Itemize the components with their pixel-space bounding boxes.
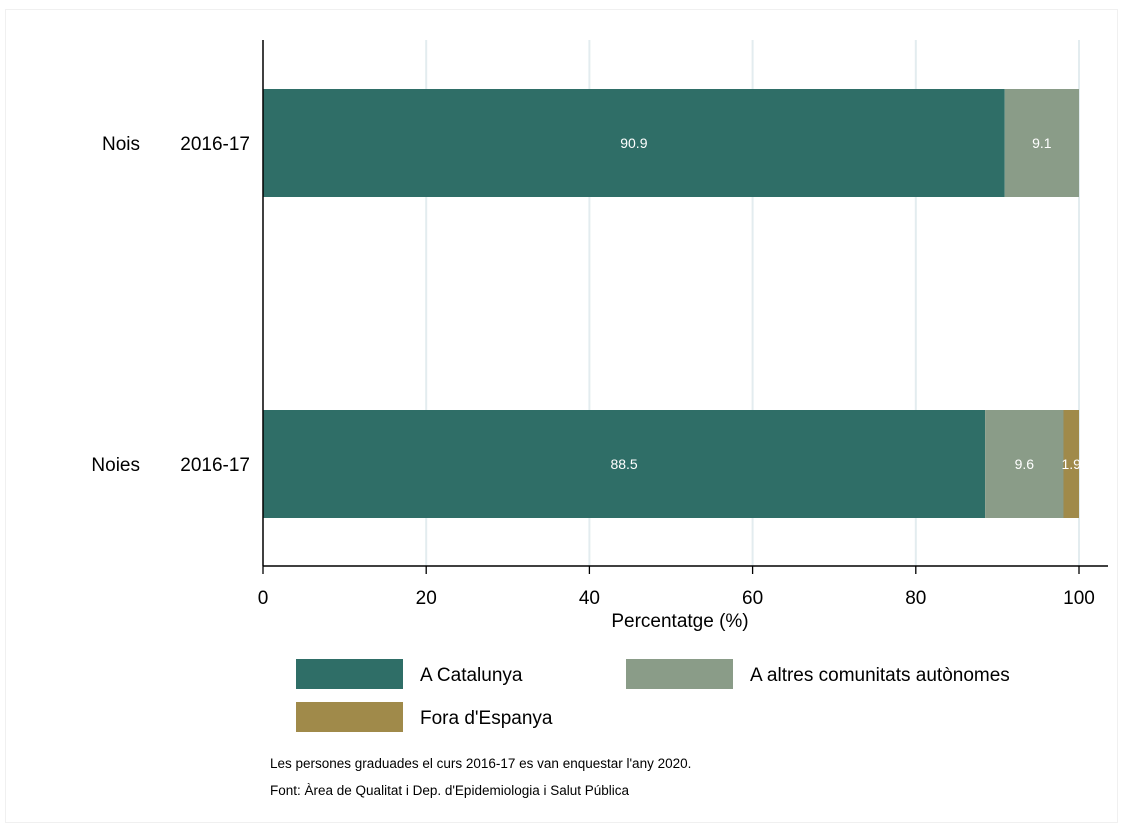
- y-group-label: Nois: [102, 134, 140, 155]
- source-note: Font: Àrea de Qualitat i Dep. d'Epidemio…: [270, 783, 630, 798]
- y-labels: Nois 2016-17 Noies 2016-17: [91, 134, 250, 476]
- legend-label: Fora d'Espanya: [420, 708, 553, 729]
- bar-segment: [1004, 89, 1079, 197]
- x-ticks: 0 20 40 60 80 100: [258, 566, 1095, 609]
- legend-label: A Catalunya: [420, 665, 523, 686]
- legend-label: A altres comunitats autònomes: [750, 665, 1010, 686]
- survey-note: Les persones graduades el curs 2016-17 e…: [270, 756, 692, 771]
- y-period-label: 2016-17: [180, 455, 250, 476]
- bar-value-label: 1.9: [1062, 456, 1082, 472]
- bar-value-label: 9.1: [1032, 135, 1052, 151]
- axes: [262, 40, 1108, 567]
- bar-value-label: 9.6: [1015, 456, 1035, 472]
- bar-value-label: 88.5: [610, 456, 637, 472]
- legend-swatch: [296, 659, 403, 689]
- chart-frame: [5, 9, 1118, 823]
- legend: A Catalunya A altres comunitats autònomes…: [296, 659, 1010, 732]
- x-tick-label: 100: [1063, 588, 1095, 609]
- legend-swatch: [296, 702, 403, 732]
- x-axis-title: Percentatge (%): [611, 611, 748, 632]
- x-tick-label: 20: [416, 588, 437, 609]
- bar-segment: [263, 410, 986, 518]
- x-tick-label: 40: [579, 588, 600, 609]
- bars: 90.9 9.1 88.5 9.6 1.9: [263, 89, 1081, 518]
- bar-segment: [263, 89, 1005, 197]
- x-tick-label: 80: [905, 588, 926, 609]
- x-tick-label: 60: [742, 588, 763, 609]
- bar-value-label: 90.9: [620, 135, 647, 151]
- x-tick-label: 0: [258, 588, 269, 609]
- legend-swatch: [626, 659, 733, 689]
- bar-segment: [985, 410, 1064, 518]
- bar-segment: [1063, 410, 1079, 518]
- y-period-label: 2016-17: [180, 134, 250, 155]
- y-group-label: Noies: [91, 455, 140, 476]
